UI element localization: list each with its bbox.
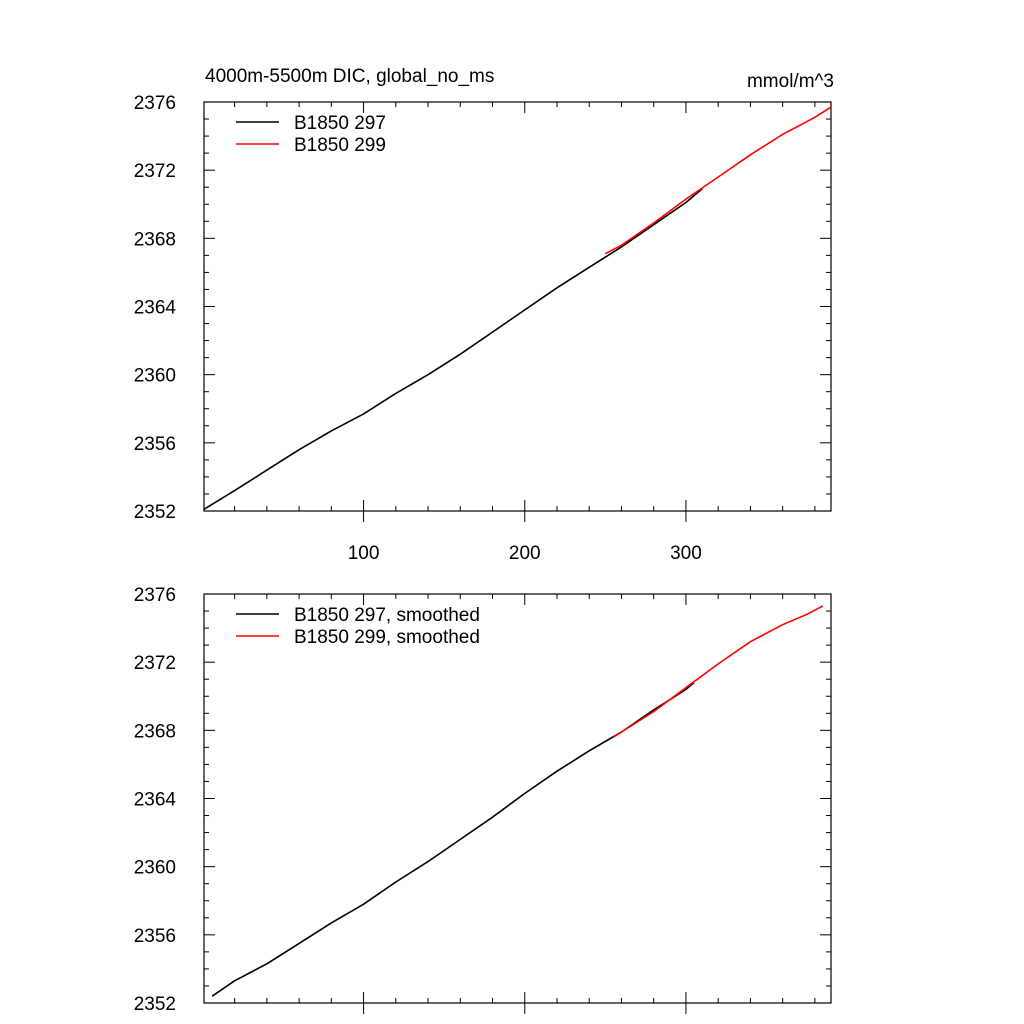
bottom-panel: 2352 2356 2360 2364 2368 2372 2376 B1850 297, s… xyxy=(134,585,832,1015)
legend-label: B1850 297 xyxy=(294,113,386,134)
y-tick-label: 2368 xyxy=(134,229,176,250)
y-tick-label: 2356 xyxy=(134,434,176,455)
y-tick-label: 2360 xyxy=(134,366,176,387)
y-tick-label: 2356 xyxy=(134,926,176,947)
y-tick-label: 2352 xyxy=(134,994,176,1015)
y-tick-label: 2372 xyxy=(134,161,176,182)
series-line-0 xyxy=(203,188,703,510)
y-tick-label: 2376 xyxy=(134,585,176,606)
legend-label: B1850 299, smoothed xyxy=(294,627,480,648)
y-tick-label: 2368 xyxy=(134,721,176,742)
y-tick-label: 2364 xyxy=(134,790,177,811)
legend-label: B1850 297, smoothed xyxy=(294,605,480,626)
x-tick-label: 300 xyxy=(670,543,702,564)
x-tick-label: 200 xyxy=(509,543,541,564)
y-tick-label: 2352 xyxy=(134,502,176,523)
y-tick-label: 2360 xyxy=(134,858,176,879)
y-tick-label: 2372 xyxy=(134,653,176,674)
y-tick-label: 2376 xyxy=(134,93,176,114)
units-label: mmol/m^3 xyxy=(747,71,834,92)
top-panel: 2352 2356 2360 2364 2368 2372 2376 100 200 300 B18… xyxy=(134,93,832,564)
legend-label: B1850 299 xyxy=(294,135,386,156)
y-tick-label: 2364 xyxy=(134,298,177,319)
series-line-0 xyxy=(211,681,695,997)
x-tick-label: 100 xyxy=(348,543,380,564)
series-line-1 xyxy=(612,605,824,738)
series-line-1 xyxy=(604,106,832,255)
figure-title: 4000m-5500m DIC, global_no_ms xyxy=(205,66,494,87)
